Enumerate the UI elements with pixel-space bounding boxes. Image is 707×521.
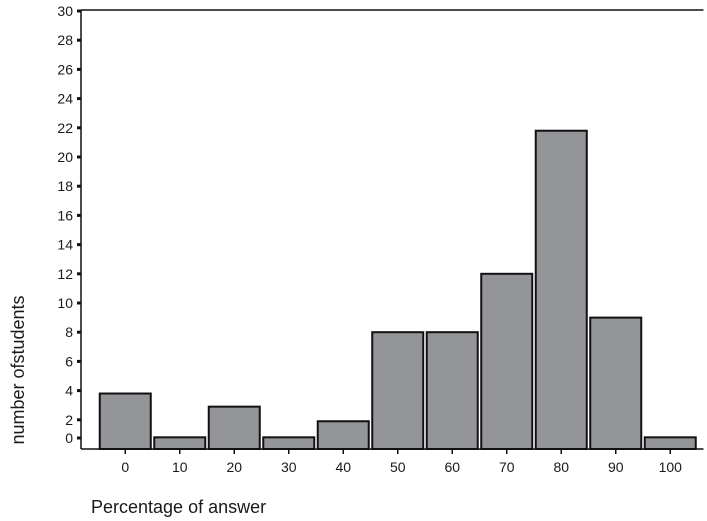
y-tick-label: 18 bbox=[57, 178, 73, 194]
y-tick-label: 28 bbox=[57, 32, 73, 48]
y-tick-label: 10 bbox=[57, 295, 73, 311]
bar bbox=[534, 129, 588, 450]
bars bbox=[98, 129, 697, 451]
y-tick-label: 22 bbox=[57, 120, 73, 136]
x-tick-label: 60 bbox=[444, 459, 460, 475]
y-tick-label: 24 bbox=[57, 91, 73, 107]
y-tick-label: 4 bbox=[65, 383, 73, 399]
y-tick-label: 30 bbox=[57, 3, 73, 19]
x-tick-label: 10 bbox=[172, 459, 188, 475]
y-tick-label: 14 bbox=[57, 237, 73, 253]
y-tick-label: 8 bbox=[65, 324, 73, 340]
y-tick-label: 20 bbox=[57, 149, 73, 165]
x-tick-label: 50 bbox=[390, 459, 406, 475]
x-tick-label: 30 bbox=[281, 459, 297, 475]
bar bbox=[371, 331, 425, 451]
bar bbox=[153, 436, 207, 451]
y-tick-label: 0 bbox=[65, 430, 73, 446]
y-tick-label: 6 bbox=[65, 353, 73, 369]
x-axis-ticks: 0 10 20 30 40 50 60 70 80 90 100 bbox=[121, 449, 682, 475]
bar bbox=[480, 272, 534, 450]
x-tick-label: 80 bbox=[553, 459, 569, 475]
bar bbox=[98, 392, 152, 450]
x-axis-title: Percentage of answer bbox=[91, 497, 266, 517]
bar bbox=[589, 316, 643, 450]
x-tick-label: 90 bbox=[608, 459, 624, 475]
bar bbox=[425, 331, 479, 451]
bar bbox=[316, 420, 370, 451]
y-tick-label: 12 bbox=[57, 266, 73, 282]
y-tick-label: 26 bbox=[57, 61, 73, 77]
y-axis-title: number ofstudents bbox=[8, 295, 28, 444]
x-tick-label: 70 bbox=[499, 459, 515, 475]
x-tick-label: 40 bbox=[335, 459, 351, 475]
bar bbox=[643, 436, 697, 451]
x-tick-label: 100 bbox=[659, 459, 683, 475]
bar bbox=[262, 436, 316, 451]
x-tick-label: 0 bbox=[121, 459, 129, 475]
y-tick-label: 16 bbox=[57, 207, 73, 223]
x-tick-label: 20 bbox=[226, 459, 242, 475]
bar bbox=[207, 405, 261, 451]
y-tick-label: 2 bbox=[65, 412, 73, 428]
